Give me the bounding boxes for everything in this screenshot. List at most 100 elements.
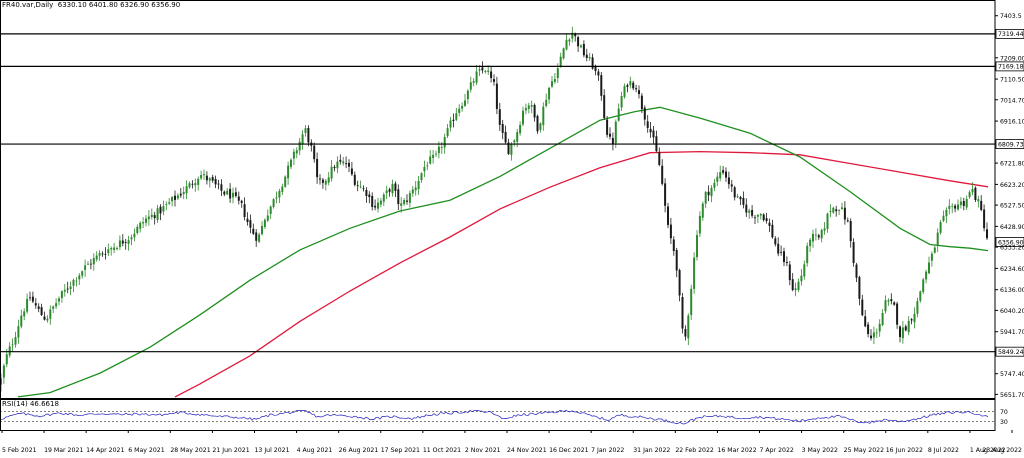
candle-body	[861, 299, 864, 316]
ma-green-line	[17, 106, 989, 398]
candle-body	[829, 210, 832, 212]
candle-body	[698, 215, 701, 234]
candle-body	[95, 255, 98, 260]
candle-body	[58, 298, 60, 302]
x-tick-label: 19 Mar 2021	[44, 447, 83, 454]
candle-body	[20, 315, 23, 327]
level-label: 7169.18	[998, 64, 1024, 71]
candle-body	[959, 201, 962, 206]
candle-body	[742, 197, 745, 205]
candle-body	[603, 95, 606, 118]
x-tick-label: 16 Jun 2022	[886, 447, 923, 454]
candle-body	[626, 85, 629, 87]
candle-body	[461, 105, 464, 109]
candle-body	[727, 177, 730, 185]
candle-body	[580, 45, 582, 48]
candle-body	[11, 344, 14, 346]
candle-body	[736, 196, 739, 198]
candle-body	[617, 108, 620, 121]
candle-body	[266, 215, 269, 221]
candle-body	[261, 225, 263, 235]
candle-body	[756, 215, 759, 217]
candle-body	[498, 109, 501, 125]
candle-body	[643, 107, 646, 120]
candle-body	[321, 179, 324, 183]
candle-body	[533, 104, 536, 118]
candle-body	[553, 78, 556, 82]
candle-body	[977, 199, 980, 202]
candle-body	[179, 193, 182, 196]
candle-body	[649, 128, 652, 133]
candle-body	[614, 121, 617, 144]
candle-body	[249, 220, 252, 228]
candle-body	[371, 196, 374, 207]
candle-body	[31, 296, 34, 302]
candle-body	[832, 207, 835, 213]
candle-body	[713, 182, 716, 188]
candle-body	[942, 215, 945, 221]
candle-body	[278, 190, 281, 198]
y-tick-label: 5651.70	[1000, 392, 1024, 399]
candle-body	[565, 39, 568, 50]
candle-body	[368, 194, 371, 198]
candle-body	[751, 210, 754, 216]
candle-body	[101, 253, 104, 255]
x-tick-label: 14 Apr 2021	[86, 447, 124, 454]
last-price-label: 6356.90	[998, 239, 1024, 246]
candle-body	[133, 233, 136, 238]
candle-body	[745, 204, 748, 213]
candle-body	[551, 81, 553, 87]
candle-body	[75, 280, 78, 282]
candle-body	[205, 175, 208, 181]
candle-body	[855, 264, 858, 278]
candle-body	[597, 71, 600, 76]
candle-body	[582, 44, 585, 56]
candle-body	[319, 178, 321, 180]
main-plot-frame	[0, 0, 996, 399]
candle-body	[87, 263, 89, 265]
candle-body	[182, 192, 185, 195]
candle-body	[142, 222, 145, 224]
candle-body	[411, 189, 414, 194]
chart-header: FR40.var,Daily 6330.10 6401.80 6326.90 6…	[2, 1, 180, 9]
candle-body	[716, 176, 719, 182]
candle-body	[913, 313, 916, 323]
candle-body	[606, 119, 609, 135]
candle-body	[548, 87, 551, 100]
candle-body	[693, 257, 696, 289]
candle-body	[72, 279, 75, 286]
x-tick-label: 16 Dec 2021	[549, 447, 589, 454]
candle-body	[203, 174, 205, 176]
y-tick-label: 6040.20	[1000, 308, 1024, 315]
candle-body	[957, 204, 959, 210]
candle-body	[809, 239, 812, 247]
x-tick-label: 17 Sep 2021	[381, 447, 420, 454]
candle-body	[118, 240, 121, 248]
candle-body	[611, 138, 614, 144]
x-tick-label: 5 Feb 2021	[2, 447, 37, 454]
candle-body	[23, 311, 26, 317]
candle-body	[762, 214, 765, 221]
candle-body	[171, 197, 174, 202]
candle-body	[951, 205, 954, 207]
candle-body	[437, 146, 440, 154]
last-price-box	[995, 237, 1024, 247]
candle-body	[843, 207, 846, 220]
candle-body	[2, 365, 5, 378]
candle-body	[429, 156, 432, 164]
y-tick-label: 5747.40	[1000, 371, 1024, 378]
candle-body	[568, 39, 571, 42]
candle-body	[307, 128, 310, 143]
candle-body	[200, 175, 203, 179]
candle-body	[290, 159, 292, 167]
candle-body	[243, 204, 246, 218]
candle-body	[121, 240, 124, 244]
y-tick-label: 6136.00	[1000, 287, 1024, 294]
candle-body	[81, 271, 84, 276]
candle-body	[304, 128, 307, 133]
candle-body	[669, 224, 672, 239]
y-tick-label: 6333.20	[1000, 245, 1024, 252]
candle-body	[838, 210, 841, 211]
candle-body	[748, 210, 751, 213]
